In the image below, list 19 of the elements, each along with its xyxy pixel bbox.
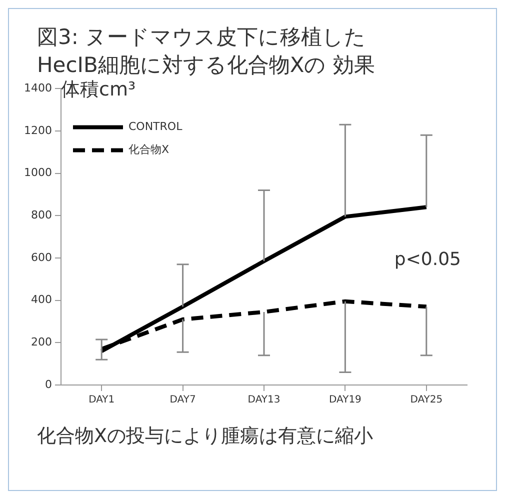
y-tick-label: 1400 <box>24 81 52 94</box>
y-tick-label: 1200 <box>24 124 52 137</box>
legend-label: 化合物X <box>128 143 170 156</box>
y-tick-label: 600 <box>30 250 52 264</box>
y-tick-label: 0 <box>44 378 52 391</box>
chart-title: 図3: ヌードマウス皮下に移植したHecIB細胞に対する化合物Xの 効果 <box>37 24 376 79</box>
x-tick-label: DAY13 <box>248 394 280 406</box>
y-tick-label: 1000 <box>24 166 52 180</box>
x-tick-label: DAY1 <box>88 394 115 406</box>
annotation: p<0.05 <box>394 249 461 270</box>
y-tick-label: 200 <box>30 336 52 349</box>
x-tick-label: DAY25 <box>410 394 443 406</box>
y-tick-label: 800 <box>30 208 52 222</box>
x-tick-label: DAY7 <box>170 394 196 406</box>
legend-label: CONTROL <box>128 120 184 134</box>
x-tick-label: DAY19 <box>328 394 362 406</box>
y-tick-label: 400 <box>30 293 52 306</box>
y-axis-title: 体積cm³ <box>60 78 136 100</box>
text: 化合物Xの投与により腫瘍は有意に縮小 <box>37 424 374 449</box>
